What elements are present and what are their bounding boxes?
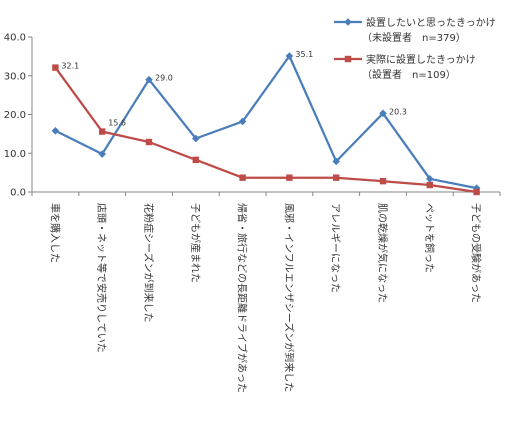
series-1	[51, 52, 481, 192]
series-1-point	[98, 150, 106, 158]
series-1-point	[332, 157, 340, 166]
x-category-label: 店頭・ネット等で安売りしていた	[95, 203, 108, 353]
x-category-label: ペットを飼った	[423, 203, 436, 273]
legend-sublabel: （未設置者 n=379）	[362, 31, 466, 44]
legend-sublabel: （設置者 n=109）	[362, 68, 456, 81]
legend-label: 実際に設置したきっかけ	[366, 53, 476, 66]
series-2-point	[99, 128, 106, 135]
series-1-point	[285, 52, 294, 60]
y-tick-label: 30.0	[4, 71, 26, 82]
data-label: 20.3	[389, 107, 407, 116]
series-2-point	[239, 174, 246, 181]
legend-entry: 実際に設置したきっかけ （設置者 n=109）	[334, 53, 476, 81]
legend-swatch-marker	[344, 18, 352, 26]
x-category-label: 子どもが産まれた	[189, 203, 202, 283]
series-2-point	[426, 181, 433, 189]
y-tick-label: 40.0	[4, 33, 26, 44]
series-2	[52, 64, 480, 196]
data-label: 15.6	[108, 119, 126, 128]
data-label: 32.1	[61, 62, 79, 71]
series-2-point	[145, 138, 153, 146]
x-category-label: 子どもの受験があった	[470, 203, 483, 303]
series-2-point	[192, 156, 199, 164]
series-2-point	[52, 64, 59, 71]
x-category-label: 風邪・インフルエンザシーズンが到来した	[282, 203, 295, 392]
y-tick-label: 20.0	[4, 110, 26, 121]
y-tick-label: 0.0	[10, 188, 26, 199]
x-category-label: 帰省・旅行などの長距離ドライブがあった	[236, 203, 249, 393]
series-2-point	[473, 188, 480, 196]
series-2-point	[286, 174, 293, 181]
legend: 設置したいと思ったきっかけ （未設置者 n=379） 実際に設置したきっかけ （設置者…	[334, 16, 496, 81]
series-2-point	[379, 177, 387, 185]
series-1-point	[192, 134, 200, 143]
series-2-line	[54, 66, 477, 194]
data-label: 29.0	[155, 74, 173, 83]
x-category-label: 肌の乾燥が気になった	[376, 203, 389, 303]
series-1-point	[51, 126, 60, 135]
x-category-label: 車を購入した	[48, 203, 61, 263]
series-1-point	[238, 117, 247, 126]
x-category-label: 花粉症シーズンが到来した	[142, 203, 155, 323]
legend-swatch-marker	[344, 55, 352, 63]
series-1-point	[379, 109, 387, 118]
series-1-point	[145, 75, 153, 84]
x-category-label: アレルギーになった	[329, 203, 341, 293]
legend-label: 設置したいと思ったきっかけ	[366, 16, 496, 29]
legend-entry: 設置したいと思ったきっかけ （未設置者 n=379）	[334, 16, 496, 44]
series-1-point	[426, 175, 434, 183]
y-tick-label: 10.0	[4, 149, 26, 160]
series-1-line	[54, 54, 477, 190]
data-label: 35.1	[295, 50, 313, 59]
series-2-point	[333, 174, 340, 181]
